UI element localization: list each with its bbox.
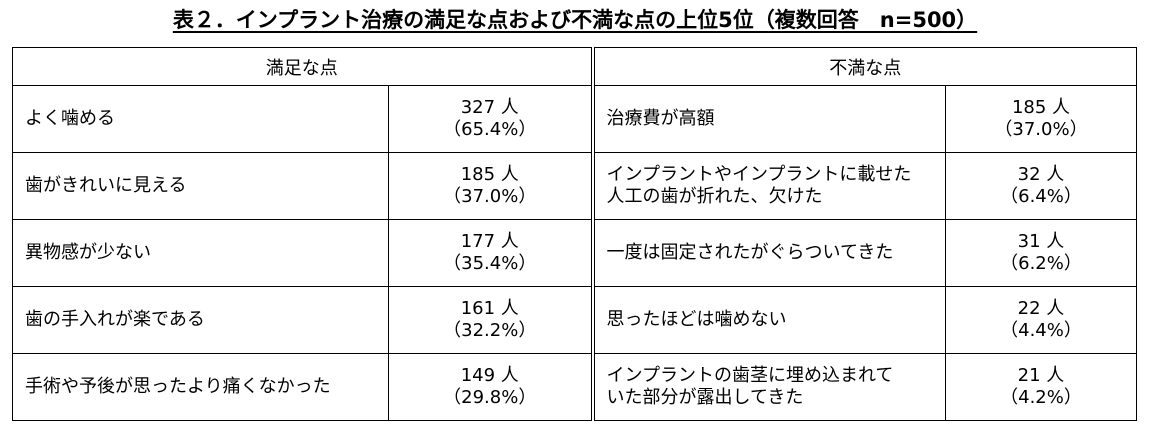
item-text: 異物感が少ない <box>25 242 151 263</box>
count-cell: 161 人（32.2%） <box>388 286 593 354</box>
item-cell: 思ったほどは噛めない <box>590 286 946 354</box>
count-cell: 177 人（35.4%） <box>388 219 593 287</box>
item-cell: 一度は固定されたがぐらついてきた <box>590 219 946 287</box>
count-text: 21 人 <box>1017 365 1065 386</box>
count-cell: 21 人（4.2%） <box>945 353 1137 421</box>
count-cell: 149 人（29.8%） <box>388 353 593 421</box>
item-text: 治療費が高額 <box>606 108 715 129</box>
row: よく噛める 327 人（65.4%） 治療費が高額 185 人（37.0%） <box>12 85 1137 153</box>
item-cell: 手術や予後が思ったより痛くなかった <box>12 353 389 421</box>
item-text: インプラントの歯茎に埋め込まれて <box>606 365 894 386</box>
item-text: インプラントやインプラントに載せた <box>606 164 912 185</box>
item-text: 人工の歯が折れた、欠けた <box>606 186 823 207</box>
percent-text: （4.2%） <box>1000 387 1082 408</box>
item-text: 手術や予後が思ったより痛くなかった <box>25 376 331 397</box>
item-text: 歯の手入れが楽である <box>25 309 205 330</box>
item-text: 一度は固定されたがぐらついてきた <box>606 242 894 263</box>
count-text: 149 人 <box>460 365 519 386</box>
row: 歯の手入れが楽である 161 人（32.2%） 思ったほどは噛めない 22 人（4.4… <box>12 286 1137 354</box>
count-cell: 22 人（4.4%） <box>945 286 1137 354</box>
percent-text: （29.8%） <box>443 387 537 408</box>
count-cell: 32 人（6.4%） <box>945 152 1137 220</box>
count-text: 31 人 <box>1017 231 1065 252</box>
item-text: 思ったほどは噛めない <box>606 309 787 330</box>
count-cell: 185 人（37.0%） <box>945 85 1137 153</box>
item-cell: インプラントやインプラントに載せた 人工の歯が折れた、欠けた <box>590 152 946 220</box>
item-cell: 歯の手入れが楽である <box>12 286 389 354</box>
row: 手術や予後が思ったより痛くなかった 149 人（29.8%） インプラントの歯茎に埋… <box>12 353 1137 421</box>
item-cell: 歯がきれいに見える <box>12 152 389 220</box>
percent-text: （6.4%） <box>1000 186 1082 207</box>
row: 歯がきれいに見える 185 人（37.0%） インプラントやインプラントに載せた 人工… <box>12 152 1137 220</box>
count-cell: 31 人（6.2%） <box>945 219 1137 287</box>
item-text: よく噛める <box>25 108 115 129</box>
count-text: 32 人 <box>1017 164 1065 185</box>
table: 満足な点 不満な点 よく噛める 327 人（65.4%） 治療費が高額 185 人（37.… <box>12 47 1137 421</box>
count-text: 185 人 <box>460 164 519 185</box>
item-cell: 治療費が高額 <box>590 85 946 153</box>
percent-text: （65.4%） <box>443 119 537 140</box>
header-cell: 不満な点 <box>590 47 1137 86</box>
title: 表２．インプラント治療の満足な点および不満な点の上位5位（複数回答 n=500） <box>0 4 1150 34</box>
percent-text: （35.4%） <box>443 253 537 274</box>
count-cell: 185 人（37.0%） <box>388 152 593 220</box>
item-cell: インプラントの歯茎に埋め込まれて いた部分が露出してきた <box>590 353 946 421</box>
count-text: 327 人 <box>460 97 519 118</box>
count-text: 22 人 <box>1017 298 1065 319</box>
header-row: 満足な点 不満な点 <box>12 47 1137 86</box>
item-text: 歯がきれいに見える <box>25 175 187 196</box>
percent-text: （6.2%） <box>1000 253 1082 274</box>
row: 異物感が少ない 177 人（35.4%） 一度は固定されたがぐらついてきた 31 人（… <box>12 219 1137 287</box>
item-cell: よく噛める <box>12 85 389 153</box>
percent-text: （37.0%） <box>443 186 537 207</box>
percent-text: （4.4%） <box>1000 320 1082 341</box>
percent-text: （37.0%） <box>994 119 1088 140</box>
title-text: 表２．インプラント治療の満足な点および不満な点の上位5位（複数回答 n=500） <box>172 8 978 32</box>
percent-text: （32.2%） <box>443 320 537 341</box>
header-cell: 満足な点 <box>12 47 593 86</box>
count-text: 185 人 <box>1011 97 1071 118</box>
item-cell: 異物感が少ない <box>12 219 389 287</box>
item-text: いた部分が露出してきた <box>606 387 804 408</box>
count-text: 177 人 <box>460 231 519 252</box>
count-cell: 327 人（65.4%） <box>388 85 593 153</box>
count-text: 161 人 <box>460 298 519 319</box>
